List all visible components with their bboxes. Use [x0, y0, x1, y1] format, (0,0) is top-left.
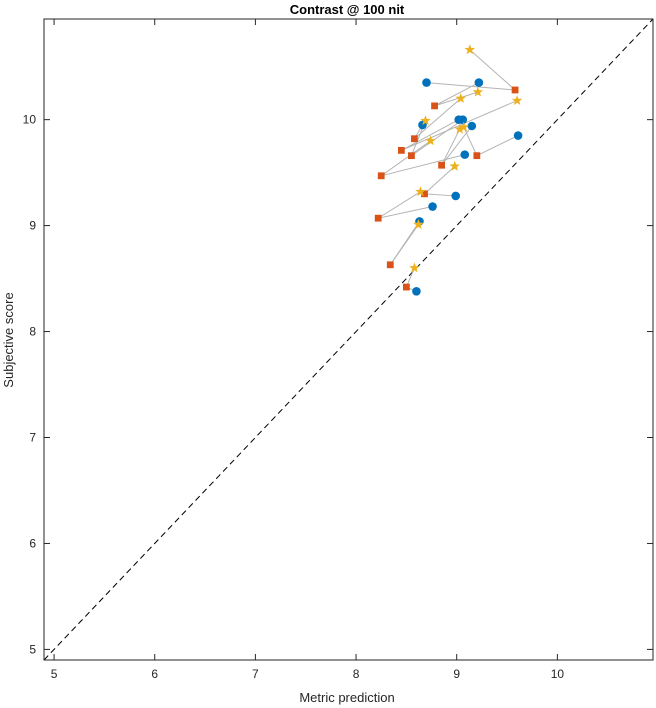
x-tick-label: 6 [151, 667, 158, 681]
data-point-star [449, 160, 460, 171]
data-point-square [421, 190, 428, 198]
data-point-square [402, 283, 410, 291]
data-point-star [415, 186, 426, 197]
data-point-square [377, 172, 385, 180]
data-point-circle [460, 150, 470, 159]
data-point-circle [474, 78, 484, 87]
data-point-circle [458, 115, 468, 124]
y-axis-label: Subjective score [1, 292, 16, 387]
data-point-star [458, 121, 469, 132]
data-point-square [438, 161, 446, 169]
axes-box [43, 18, 654, 661]
data-point-star [464, 44, 476, 55]
x-tick-label: 9 [453, 667, 460, 681]
data-point-square [411, 135, 418, 143]
x-tick-label: 10 [551, 667, 565, 681]
data-point-star [413, 219, 424, 229]
y-tick-label: 5 [29, 642, 36, 656]
data-point-star [454, 123, 465, 134]
data-point-square [473, 152, 481, 160]
data-point-star [455, 92, 466, 103]
chart-title: Contrast @ 100 nit [290, 2, 405, 17]
x-axis-label: Metric prediction [299, 690, 394, 705]
data-point-circle [467, 121, 477, 131]
y-tick-label: 9 [29, 219, 36, 233]
y-tick-label: 7 [29, 431, 36, 445]
y-tick-label: 8 [29, 325, 36, 339]
data-point-star [472, 86, 484, 97]
x-tick-label: 5 [51, 667, 58, 681]
data-point-square [386, 261, 394, 269]
data-point-square [511, 86, 519, 94]
data-point-star [409, 262, 420, 273]
data-point-square [397, 146, 405, 154]
data-point-circle [451, 191, 461, 201]
data-point-square [374, 214, 382, 222]
x-tick-label: 7 [252, 667, 259, 681]
data-point-square [408, 152, 415, 160]
data-point-star [511, 95, 523, 106]
reference-diagonal-line [43, 18, 654, 661]
data-point-star [425, 135, 436, 146]
data-point-circle [513, 131, 523, 140]
y-tick-label: 10 [23, 113, 37, 127]
data-point-square [431, 102, 438, 110]
data-point-star [420, 115, 431, 126]
plot-area [43, 18, 654, 661]
x-tick-label: 8 [353, 667, 360, 681]
y-tick-label: 6 [29, 536, 36, 550]
data-point-circle [412, 286, 421, 296]
data-point-circle [428, 202, 437, 211]
data-point-circle [422, 78, 431, 87]
axis-ticks: 5 6 7 8 9 10 5 6 7 8 9 10 [23, 19, 653, 681]
